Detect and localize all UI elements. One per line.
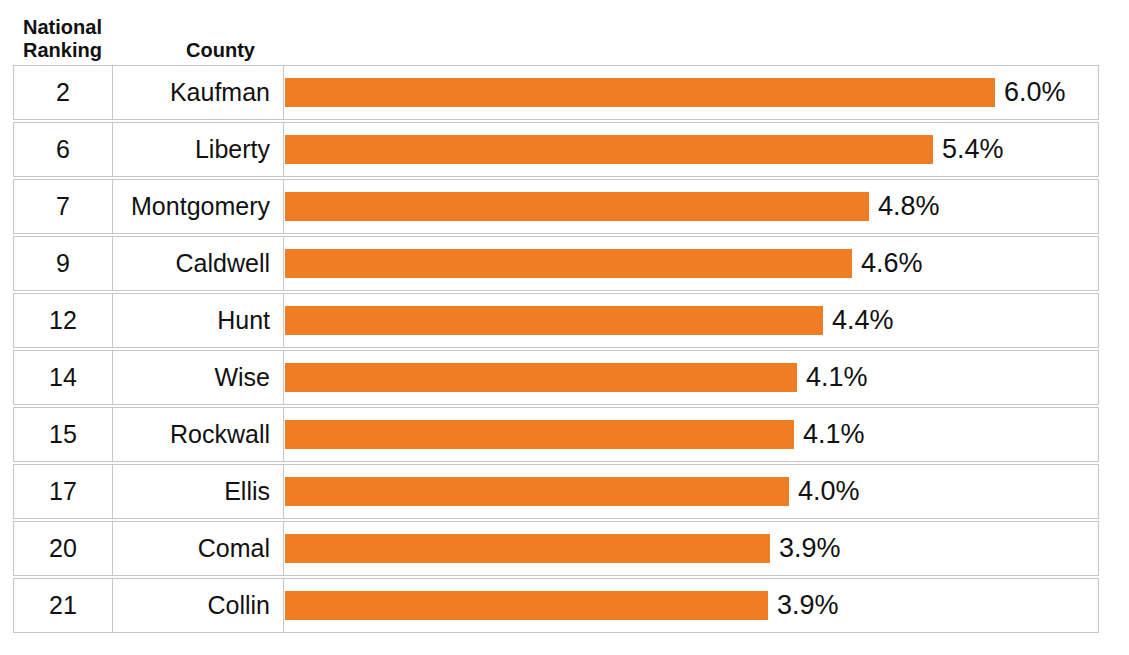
value-label: 4.8% <box>878 191 940 222</box>
rank-value: 21 <box>49 591 77 620</box>
bar-cell: 4.8% <box>284 180 1098 233</box>
county-name: Caldwell <box>176 249 270 278</box>
rank-cell: 9 <box>14 237 113 290</box>
value-label: 5.4% <box>942 134 1004 165</box>
value-label: 4.4% <box>832 305 894 336</box>
bar-cell: 4.0% <box>284 465 1098 518</box>
table-row: 2 Kaufman 6.0% <box>13 65 1099 120</box>
rank-value: 15 <box>49 420 77 449</box>
rank-cell: 21 <box>14 579 113 632</box>
county-name: Ellis <box>224 477 270 506</box>
county-name: Montgomery <box>131 192 270 221</box>
value-bar <box>285 135 933 164</box>
table-row: 20 Comal 3.9% <box>13 521 1099 576</box>
table-row: 21 Collin 3.9% <box>13 578 1099 633</box>
county-cell: Ellis <box>113 465 284 518</box>
county-cell: Montgomery <box>113 180 284 233</box>
value-bar <box>285 363 797 392</box>
table-row: 15 Rockwall 4.1% <box>13 407 1099 462</box>
column-header-national-ranking: National Ranking <box>13 16 112 62</box>
chart-area: National Ranking County 2 Kaufman 6.0% 6… <box>0 0 1129 633</box>
county-name: Kaufman <box>170 78 270 107</box>
column-header-county: County <box>112 39 283 62</box>
bar-cell: 6.0% <box>284 66 1098 119</box>
rank-value: 12 <box>49 306 77 335</box>
value-label: 4.6% <box>861 248 923 279</box>
column-headers: National Ranking County <box>13 14 1129 65</box>
value-bar <box>285 591 768 620</box>
value-label: 4.1% <box>803 419 865 450</box>
county-name: Liberty <box>195 135 270 164</box>
county-cell: Collin <box>113 579 284 632</box>
value-bar <box>285 477 789 506</box>
table-row: 12 Hunt 4.4% <box>13 293 1099 348</box>
table-row: 14 Wise 4.1% <box>13 350 1099 405</box>
value-label: 4.0% <box>798 476 860 507</box>
rank-value: 20 <box>49 534 77 563</box>
value-label: 3.9% <box>777 590 839 621</box>
bar-cell: 4.1% <box>284 408 1098 461</box>
value-label: 6.0% <box>1004 77 1066 108</box>
table-row: 9 Caldwell 4.6% <box>13 236 1099 291</box>
rank-value: 14 <box>49 363 77 392</box>
table-row: 17 Ellis 4.0% <box>13 464 1099 519</box>
rank-cell: 12 <box>14 294 113 347</box>
county-cell: Caldwell <box>113 237 284 290</box>
ranking-bar-chart: National Ranking County 2 Kaufman 6.0% 6… <box>0 0 1129 655</box>
rank-value: 17 <box>49 477 77 506</box>
rank-cell: 14 <box>14 351 113 404</box>
table-body: 2 Kaufman 6.0% 6 Liberty 5.4% 7 Montgome… <box>13 65 1099 633</box>
bar-cell: 3.9% <box>284 579 1098 632</box>
rank-cell: 7 <box>14 180 113 233</box>
value-label: 4.1% <box>806 362 868 393</box>
rank-cell: 6 <box>14 123 113 176</box>
value-bar <box>285 306 823 335</box>
bar-cell: 4.6% <box>284 237 1098 290</box>
value-bar <box>285 534 770 563</box>
bar-cell: 4.4% <box>284 294 1098 347</box>
bar-cell: 5.4% <box>284 123 1098 176</box>
rank-value: 7 <box>56 192 70 221</box>
county-cell: Liberty <box>113 123 284 176</box>
county-name: Wise <box>214 363 270 392</box>
rank-value: 6 <box>56 135 70 164</box>
county-cell: Hunt <box>113 294 284 347</box>
value-bar <box>285 78 995 107</box>
county-name: Comal <box>198 534 270 563</box>
value-bar <box>285 420 794 449</box>
table-row: 6 Liberty 5.4% <box>13 122 1099 177</box>
county-name: Hunt <box>217 306 270 335</box>
value-label: 3.9% <box>779 533 841 564</box>
value-bar <box>285 192 869 221</box>
rank-value: 2 <box>56 78 70 107</box>
value-bar <box>285 249 852 278</box>
county-name: Rockwall <box>170 420 270 449</box>
rank-cell: 20 <box>14 522 113 575</box>
bar-cell: 3.9% <box>284 522 1098 575</box>
rank-cell: 17 <box>14 465 113 518</box>
rank-cell: 2 <box>14 66 113 119</box>
county-name: Collin <box>207 591 270 620</box>
county-cell: Kaufman <box>113 66 284 119</box>
county-cell: Rockwall <box>113 408 284 461</box>
rank-value: 9 <box>56 249 70 278</box>
table-row: 7 Montgomery 4.8% <box>13 179 1099 234</box>
bar-cell: 4.1% <box>284 351 1098 404</box>
county-cell: Wise <box>113 351 284 404</box>
rank-cell: 15 <box>14 408 113 461</box>
county-cell: Comal <box>113 522 284 575</box>
